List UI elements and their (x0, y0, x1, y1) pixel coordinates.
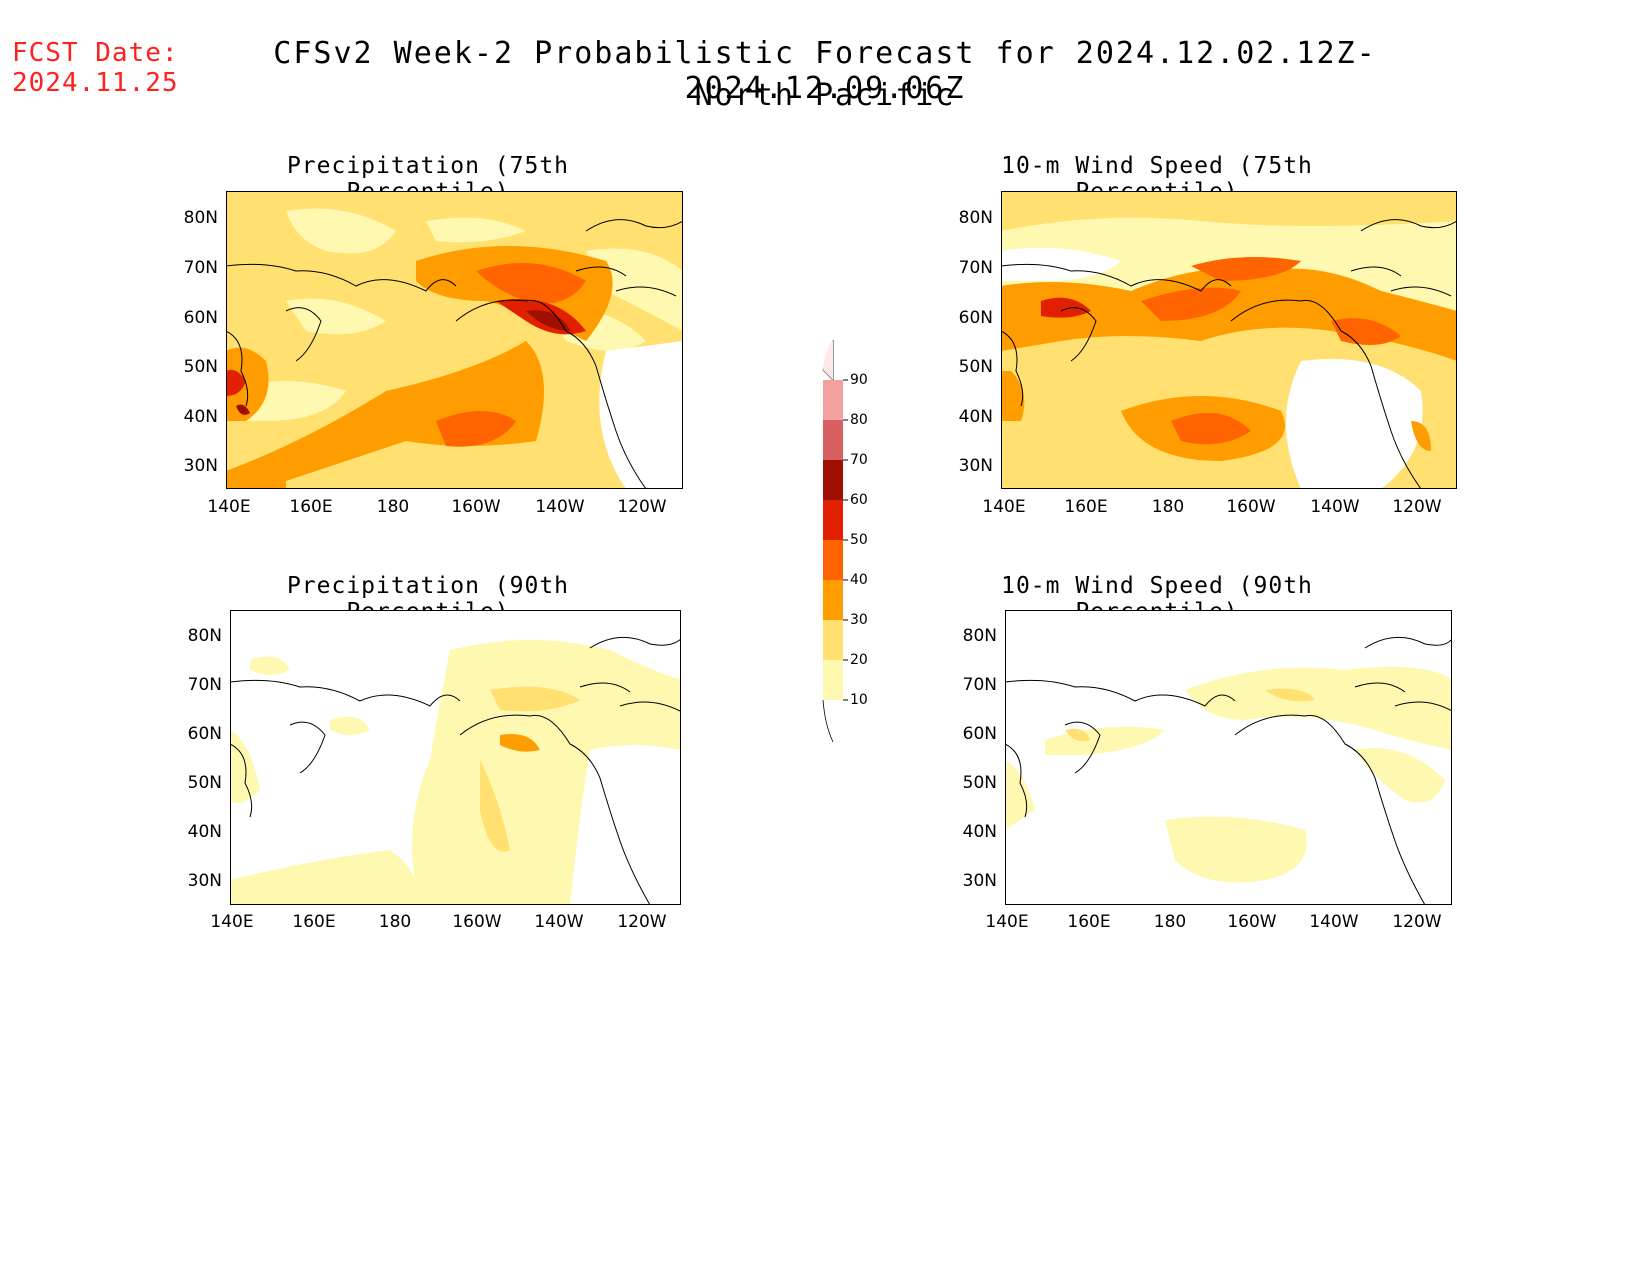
lon-label: 120W (1392, 912, 1442, 932)
lon-label: 180 (1153, 912, 1187, 932)
lat-label: 30N (958, 456, 993, 476)
lat-label: 30N (962, 871, 997, 891)
lat-label: 60N (962, 724, 997, 744)
lat-label: 70N (962, 675, 997, 695)
map-precip-75 (226, 191, 683, 489)
lat-label: 80N (183, 208, 218, 228)
colorbar-label: 80 (850, 412, 868, 428)
lon-label: 160E (292, 912, 336, 932)
lon-label: 140E (207, 497, 251, 517)
lon-label: 160W (452, 912, 502, 932)
colorbar-label: 40 (850, 572, 868, 588)
lon-label: 140W (535, 497, 585, 517)
lat-label: 60N (958, 308, 993, 328)
colorbar: 90 80 70 60 50 40 30 20 10 (815, 339, 875, 750)
fcst-date-label: FCST Date: (12, 38, 179, 68)
lat-label: 50N (183, 357, 218, 377)
colorbar-swatch (823, 420, 843, 460)
lat-label: 70N (183, 258, 218, 278)
colorbar-label: 60 (850, 492, 868, 508)
colorbar-label: 10 (850, 692, 868, 708)
colorbar-swatch (823, 500, 843, 540)
lon-label: 160W (1226, 497, 1276, 517)
fcst-date-value: 2024.11.25 (12, 68, 179, 98)
colorbar-label: 20 (850, 652, 868, 668)
lat-label: 80N (962, 626, 997, 646)
lon-label: 120W (617, 497, 667, 517)
lat-label: 50N (187, 773, 222, 793)
lat-label: 70N (187, 675, 222, 695)
lat-label: 80N (187, 626, 222, 646)
lat-label: 30N (183, 456, 218, 476)
lon-label: 120W (617, 912, 667, 932)
lat-label: 40N (962, 822, 997, 842)
lon-label: 160E (1064, 497, 1108, 517)
lat-label: 40N (958, 407, 993, 427)
lon-label: 140E (985, 912, 1029, 932)
lat-label: 50N (962, 773, 997, 793)
colorbar-label: 50 (850, 532, 868, 548)
map-precip-90 (230, 610, 681, 905)
lon-label: 160W (451, 497, 501, 517)
lon-label: 120W (1392, 497, 1442, 517)
lon-label: 140E (210, 912, 254, 932)
colorbar-swatch (823, 540, 843, 580)
forecast-date-block: FCST Date: 2024.11.25 (12, 38, 179, 98)
lat-label: 60N (183, 308, 218, 328)
region-subtitle: North Pacific (694, 78, 956, 113)
lat-label: 40N (183, 407, 218, 427)
lon-label: 180 (376, 497, 410, 517)
lon-label: 140W (534, 912, 584, 932)
colorbar-swatch (823, 460, 843, 500)
lon-label: 160E (289, 497, 333, 517)
lat-label: 60N (187, 724, 222, 744)
colorbar-label: 70 (850, 452, 868, 468)
lon-label: 140W (1310, 497, 1360, 517)
colorbar-swatch (823, 380, 843, 420)
lat-label: 50N (958, 357, 993, 377)
lon-label: 160E (1067, 912, 1111, 932)
colorbar-label: 30 (850, 612, 868, 628)
lon-label: 180 (378, 912, 412, 932)
colorbar-swatch (823, 660, 843, 700)
lon-label: 160W (1227, 912, 1277, 932)
colorbar-swatch (823, 580, 843, 620)
colorbar-swatch (823, 620, 843, 660)
lon-label: 180 (1151, 497, 1185, 517)
map-wind-75 (1001, 191, 1457, 489)
lat-label: 70N (958, 258, 993, 278)
main-title: CFSv2 Week-2 Probabilistic Forecast for … (273, 36, 1377, 106)
lon-label: 140W (1309, 912, 1359, 932)
map-wind-90 (1005, 610, 1452, 905)
lat-label: 80N (958, 208, 993, 228)
lat-label: 40N (187, 822, 222, 842)
colorbar-label: 90 (850, 372, 868, 388)
lon-label: 140E (982, 497, 1026, 517)
lat-label: 30N (187, 871, 222, 891)
colorbar-swatches (822, 339, 848, 743)
